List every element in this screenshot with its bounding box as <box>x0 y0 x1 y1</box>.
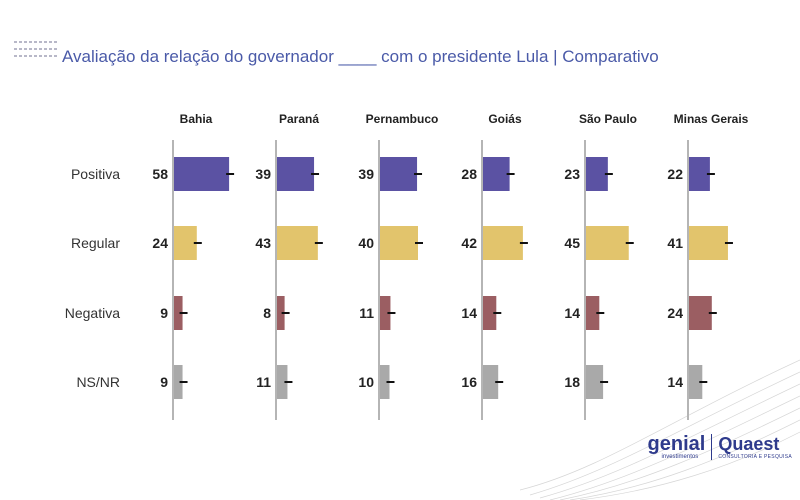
panel-header-bahia: Bahia <box>180 112 213 126</box>
chart-title: Avaliação da relação do governador ____ … <box>62 47 659 66</box>
bar-minas-gerais-regular <box>689 226 728 260</box>
bar-minas-gerais-positiva <box>689 157 710 191</box>
bar-parana-regular <box>277 226 318 260</box>
bar-sao-paulo-positiva <box>586 157 608 191</box>
value-label-parana-regular: 43 <box>255 235 271 251</box>
bar-sao-paulo-regular <box>586 226 629 260</box>
value-label-minas-gerais-ns-nr: 14 <box>667 374 683 390</box>
value-label-goias-negativa: 14 <box>461 305 477 321</box>
panel-header-pernambuco: Pernambuco <box>366 112 439 126</box>
bar-pernambuco-negativa <box>380 296 391 330</box>
bar-pernambuco-regular <box>380 226 418 260</box>
value-label-minas-gerais-positiva: 22 <box>667 166 683 182</box>
bar-pernambuco-ns-nr <box>380 365 390 399</box>
bar-sao-paulo-negativa <box>586 296 600 330</box>
bar-sao-paulo-ns-nr <box>586 365 604 399</box>
bar-goias-positiva <box>483 157 510 191</box>
category-label-negativa: Negativa <box>65 305 120 321</box>
value-label-sao-paulo-regular: 45 <box>564 235 580 251</box>
value-label-minas-gerais-regular: 41 <box>667 235 683 251</box>
value-label-bahia-negativa: 9 <box>160 305 168 321</box>
value-label-pernambuco-positiva: 39 <box>358 166 374 182</box>
genial-logo-sub: investimentos <box>661 454 699 460</box>
panel-header-minas-gerais: Minas Gerais <box>674 112 749 126</box>
bar-bahia-ns-nr <box>174 365 183 399</box>
category-label-regular: Regular <box>71 235 120 251</box>
panel-header-goias: Goiás <box>488 112 522 126</box>
bar-minas-gerais-negativa <box>689 296 712 330</box>
value-label-bahia-ns-nr: 9 <box>160 374 168 390</box>
panel-header-sao-paulo: São Paulo <box>579 112 637 126</box>
genial-logo-name: genial <box>647 433 706 455</box>
value-label-pernambuco-ns-nr: 10 <box>358 374 374 390</box>
panel-header-parana: Paraná <box>279 112 319 126</box>
bar-goias-regular <box>483 226 523 260</box>
value-label-sao-paulo-ns-nr: 18 <box>564 374 580 390</box>
brand-logos: genial investimentos Quaest CONSULTORIA … <box>648 434 792 464</box>
bar-bahia-positiva <box>174 157 230 191</box>
bar-pernambuco-positiva <box>380 157 418 191</box>
value-label-goias-regular: 42 <box>461 235 477 251</box>
bar-bahia-regular <box>174 226 197 260</box>
decorative-waves <box>520 359 800 500</box>
value-label-pernambuco-negativa: 11 <box>359 305 374 321</box>
bar-parana-ns-nr <box>277 365 288 399</box>
category-label-positiva: Positiva <box>71 166 120 182</box>
value-label-goias-positiva: 28 <box>461 166 477 182</box>
header-logo-mark <box>14 36 58 64</box>
bar-goias-ns-nr <box>483 365 499 399</box>
quaest-logo-sub: CONSULTORIA E PESQUISA <box>718 454 792 460</box>
value-label-bahia-positiva: 58 <box>152 166 168 182</box>
quaest-logo: Quaest CONSULTORIA E PESQUISA <box>718 434 792 460</box>
bar-bahia-negativa <box>174 296 183 330</box>
value-label-bahia-regular: 24 <box>152 235 168 251</box>
value-label-minas-gerais-negativa: 24 <box>667 305 683 321</box>
brand-separator <box>711 434 713 460</box>
value-label-parana-negativa: 8 <box>263 305 271 321</box>
value-label-sao-paulo-negativa: 14 <box>564 305 580 321</box>
bar-parana-negativa <box>277 296 285 330</box>
value-label-goias-ns-nr: 16 <box>461 374 477 390</box>
category-label-ns-nr: NS/NR <box>76 374 120 390</box>
value-label-parana-positiva: 39 <box>255 166 271 182</box>
value-label-parana-ns-nr: 11 <box>256 374 271 390</box>
bar-goias-negativa <box>483 296 497 330</box>
quaest-logo-name: Quaest <box>718 434 780 454</box>
genial-logo: genial investimentos <box>648 434 706 460</box>
value-label-pernambuco-regular: 40 <box>358 235 374 251</box>
bar-minas-gerais-ns-nr <box>689 365 703 399</box>
bar-parana-positiva <box>277 157 315 191</box>
value-label-sao-paulo-positiva: 23 <box>564 166 580 182</box>
